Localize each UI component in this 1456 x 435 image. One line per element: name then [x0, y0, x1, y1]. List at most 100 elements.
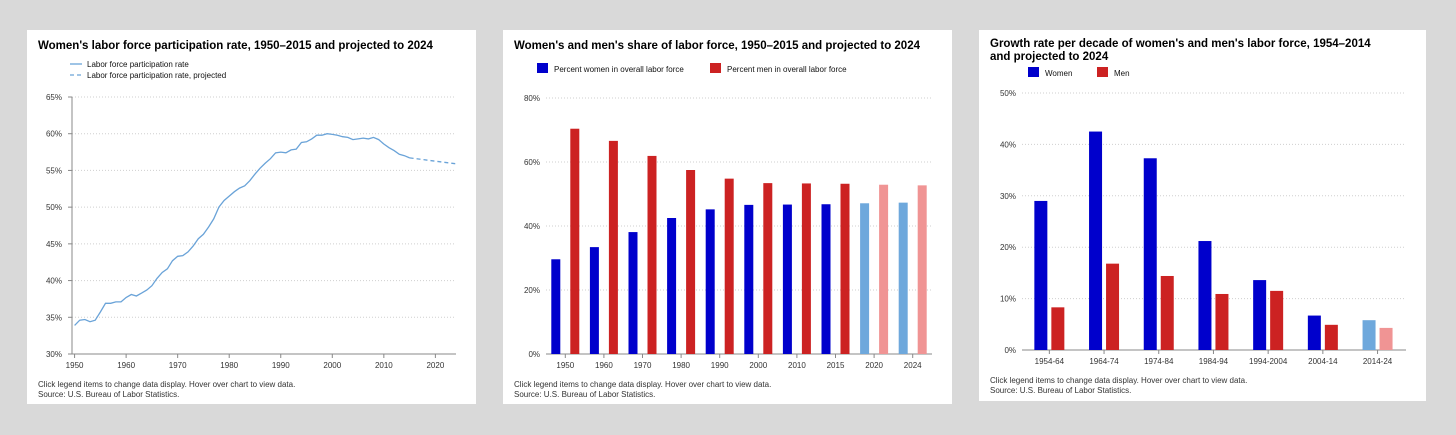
legend-swatch[interactable] — [537, 63, 548, 73]
women-bar[interactable] — [1253, 280, 1267, 350]
men-bar[interactable] — [1160, 275, 1174, 350]
y-tick-label: 20% — [1000, 243, 1016, 252]
y-tick-label: 55% — [46, 166, 62, 175]
men-bar[interactable] — [801, 183, 811, 354]
legend-item-label[interactable]: Labor force participation rate, projecte… — [87, 71, 226, 80]
women-bar[interactable] — [744, 204, 754, 354]
x-tick-label: 1980 — [672, 361, 690, 370]
x-tick-label: 2000 — [749, 361, 767, 370]
y-tick-label: 40% — [46, 277, 62, 286]
men-bar[interactable] — [1324, 324, 1338, 350]
legend-item-label[interactable]: Percent women in overall labor force — [554, 65, 684, 74]
y-tick-label: 50% — [1000, 89, 1016, 98]
women-bar[interactable] — [1089, 131, 1103, 350]
source-text: Source: U.S. Bureau of Labor Statistics. — [514, 389, 656, 399]
participation-rate-chart-panel: Women's labor force participation rate, … — [27, 30, 476, 404]
x-tick-label: 2010 — [375, 361, 393, 370]
legend-swatch[interactable] — [1097, 67, 1108, 77]
legend-item-label[interactable]: Labor force participation rate — [87, 60, 189, 69]
x-tick-label: 1990 — [711, 361, 729, 370]
chart-note: Click legend items to change data displa… — [990, 376, 1247, 395]
x-tick-label: 1970 — [169, 361, 187, 370]
source-text: Source: U.S. Bureau of Labor Statistics. — [38, 389, 180, 399]
y-tick-label: 30% — [46, 350, 62, 359]
men-bar[interactable] — [879, 184, 889, 354]
women-bar[interactable] — [628, 232, 638, 354]
chart-title: Growth rate per decade of women's and me… — [990, 38, 1371, 63]
x-tick-label: 2015 — [827, 361, 845, 370]
men-bar[interactable] — [1379, 327, 1393, 350]
y-tick-label: 65% — [46, 93, 62, 102]
hint-text: Click legend items to change data displa… — [38, 380, 296, 389]
women-bar[interactable] — [860, 203, 870, 354]
bar-chart[interactable]: 0% 10% 20% 30% 40% 50% 1954-64 1964-74 1974-84 19… — [979, 30, 1426, 401]
women-bar[interactable] — [1362, 320, 1376, 350]
y-tick-label: 20% — [524, 286, 540, 295]
men-bar[interactable] — [686, 170, 696, 354]
women-bar[interactable] — [705, 209, 715, 354]
women-bar[interactable] — [782, 204, 792, 354]
y-tick-label: 10% — [1000, 295, 1016, 304]
x-tick-label: 2020 — [426, 361, 444, 370]
men-bar[interactable] — [1106, 263, 1120, 350]
women-bar[interactable] — [1307, 315, 1321, 350]
participation-rate-projected-line[interactable] — [409, 157, 457, 165]
y-tick-label: 50% — [46, 203, 62, 212]
x-tick-label: 2004-14 — [1308, 357, 1338, 366]
women-bar[interactable] — [551, 259, 561, 354]
x-tick-label: 1964-74 — [1089, 357, 1119, 366]
y-tick-label: 30% — [1000, 192, 1016, 201]
line-chart[interactable]: 30% 35% 40% 45% 50% 55% 60% 65% 1950 1960 1970 1980… — [27, 30, 476, 404]
women-bar[interactable] — [898, 202, 908, 354]
x-tick-label: 1954-64 — [1035, 357, 1065, 366]
legend-item-label[interactable]: Men — [1114, 69, 1130, 78]
hint-text: Click legend items to change data displa… — [990, 376, 1248, 385]
men-bar[interactable] — [608, 140, 618, 354]
bar-chart[interactable]: 0% 20% 40% 60% 80% 1950 1960 1970 1980 1990 2000 20… — [503, 30, 952, 404]
men-bar[interactable] — [1051, 307, 1065, 350]
x-tick-label: 2010 — [788, 361, 806, 370]
women-bar[interactable] — [821, 204, 831, 354]
men-bar[interactable] — [917, 185, 927, 354]
labor-force-share-chart-panel: Women's and men's share of labor force, … — [503, 30, 952, 404]
men-bar[interactable] — [763, 183, 773, 354]
participation-rate-line[interactable] — [74, 133, 410, 326]
women-bar[interactable] — [1034, 200, 1048, 350]
x-tick-label: 1960 — [595, 361, 613, 370]
x-tick-label: 1994-2004 — [1249, 357, 1288, 366]
y-tick-label: 80% — [524, 94, 540, 103]
y-tick-label: 60% — [46, 130, 62, 139]
x-tick-label: 2024 — [904, 361, 922, 370]
y-tick-label: 0% — [528, 350, 540, 359]
chart-title: Women's labor force participation rate, … — [38, 40, 433, 52]
x-tick-label: 1950 — [556, 361, 574, 370]
x-tick-label: 2020 — [865, 361, 883, 370]
women-bar[interactable] — [589, 247, 599, 354]
women-bar[interactable] — [667, 218, 677, 354]
x-tick-label: 1950 — [66, 361, 84, 370]
men-bar[interactable] — [647, 155, 657, 354]
x-tick-label: 1990 — [272, 361, 290, 370]
legend-swatch[interactable] — [710, 63, 721, 73]
women-bar[interactable] — [1143, 158, 1157, 350]
chart-title: Women's and men's share of labor force, … — [514, 40, 920, 52]
men-bar[interactable] — [840, 183, 850, 354]
y-tick-label: 40% — [524, 222, 540, 231]
y-tick-label: 40% — [1000, 140, 1016, 149]
x-tick-label: 1974-84 — [1144, 357, 1174, 366]
women-bar[interactable] — [1198, 241, 1212, 350]
x-tick-label: 2014-24 — [1363, 357, 1393, 366]
legend-item-label[interactable]: Women — [1045, 69, 1072, 78]
x-tick-label: 2000 — [323, 361, 341, 370]
y-tick-label: 0% — [1004, 346, 1016, 355]
men-bar[interactable] — [570, 128, 580, 354]
men-bar[interactable] — [724, 178, 734, 354]
x-tick-label: 1970 — [634, 361, 652, 370]
men-bar[interactable] — [1215, 293, 1229, 350]
hint-text: Click legend items to change data displa… — [514, 380, 772, 389]
x-tick-label: 1960 — [117, 361, 135, 370]
legend-item-label[interactable]: Percent men in overall labor force — [727, 65, 847, 74]
x-tick-label: 1984-94 — [1199, 357, 1229, 366]
men-bar[interactable] — [1270, 290, 1284, 350]
legend-swatch[interactable] — [1028, 67, 1039, 77]
